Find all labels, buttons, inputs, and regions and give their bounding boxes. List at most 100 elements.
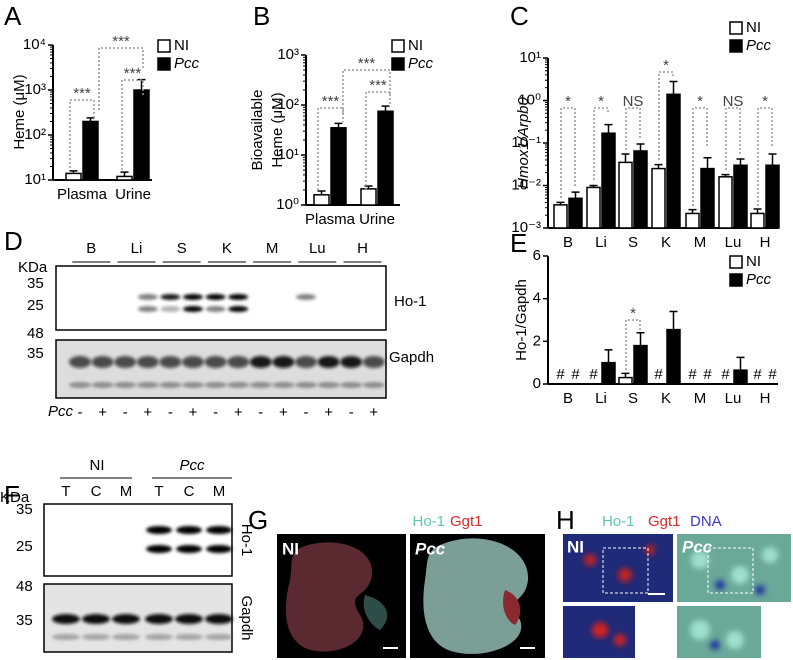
x-tick-label: K bbox=[661, 390, 671, 407]
band bbox=[82, 614, 110, 624]
significance-bracket bbox=[365, 91, 391, 190]
band bbox=[227, 356, 250, 368]
band bbox=[112, 614, 140, 624]
lane-label: M bbox=[213, 483, 226, 500]
band bbox=[272, 382, 295, 388]
bar bbox=[651, 167, 666, 229]
lane-label: K bbox=[222, 240, 232, 257]
target-label: Gapdh bbox=[389, 349, 434, 366]
value-label: # bbox=[688, 366, 697, 383]
band bbox=[114, 356, 137, 368]
legend-label: Pcc bbox=[746, 37, 772, 54]
target-label: Ho-1 bbox=[394, 293, 427, 310]
bar bbox=[666, 93, 681, 229]
significance-label: * bbox=[762, 93, 768, 110]
x-tick-label: B bbox=[563, 390, 573, 407]
band bbox=[82, 634, 110, 640]
axis-title: Bioavailable bbox=[249, 90, 266, 171]
marker-label: 35 bbox=[16, 612, 33, 629]
lane-label: S bbox=[177, 240, 187, 257]
marker-label: 35 bbox=[16, 501, 33, 518]
x-tick-label: Plasma bbox=[305, 211, 356, 228]
significance-label: * bbox=[663, 57, 669, 74]
significance-bracket bbox=[317, 107, 344, 190]
significance-bracket bbox=[692, 107, 708, 206]
error-bar bbox=[636, 332, 645, 346]
tissue bbox=[423, 538, 529, 654]
x-tick-label: M bbox=[694, 390, 707, 407]
sign-label: - bbox=[78, 404, 83, 421]
error-bar bbox=[669, 310, 678, 330]
value-label: # bbox=[589, 366, 598, 383]
error-bar bbox=[621, 153, 630, 163]
band bbox=[159, 382, 182, 388]
band bbox=[249, 382, 272, 388]
x-tick-label: Urine bbox=[359, 211, 395, 228]
condition-label: Pcc bbox=[48, 403, 74, 420]
band bbox=[52, 634, 80, 640]
bar bbox=[601, 361, 616, 385]
lane-label: M bbox=[266, 240, 279, 257]
bar bbox=[700, 167, 715, 229]
lane-label: T bbox=[154, 483, 163, 500]
sign-label: + bbox=[279, 404, 288, 421]
value-label: # bbox=[703, 366, 712, 383]
marker-label: 48 bbox=[16, 578, 33, 595]
band bbox=[296, 294, 316, 300]
significance-label: NS bbox=[623, 93, 644, 110]
bar bbox=[765, 164, 780, 229]
marker-label: 25 bbox=[27, 297, 44, 314]
bar bbox=[733, 369, 748, 385]
x-tick-label: S bbox=[628, 390, 638, 407]
value-label: # bbox=[556, 366, 565, 383]
x-tick-label: S bbox=[628, 234, 638, 251]
x-tick-label: Li bbox=[595, 390, 607, 407]
micrograph bbox=[563, 534, 673, 602]
significance-label: *** bbox=[112, 33, 130, 50]
band bbox=[205, 306, 226, 312]
significance-bracket bbox=[342, 69, 391, 113]
band bbox=[137, 306, 158, 312]
x-tick-label: Lu bbox=[725, 234, 742, 251]
panel-letter: C bbox=[510, 1, 529, 31]
band bbox=[206, 526, 232, 534]
panel-letter: B bbox=[253, 1, 270, 31]
blot-frame bbox=[55, 339, 387, 399]
x-tick-label: K bbox=[661, 234, 671, 251]
bar bbox=[377, 110, 394, 206]
value-label: # bbox=[721, 366, 730, 383]
axis-title: Hmox1/Arpb0 bbox=[515, 96, 532, 188]
band bbox=[204, 356, 227, 368]
lane-label: T bbox=[61, 483, 70, 500]
band bbox=[91, 356, 114, 368]
sign-label: - bbox=[123, 404, 128, 421]
marker-label: 35 bbox=[27, 345, 44, 362]
band bbox=[340, 356, 363, 368]
panel-letter: D bbox=[4, 226, 23, 256]
panel-letter: E bbox=[510, 228, 527, 258]
axis-title: Heme (μM) bbox=[11, 74, 28, 149]
error-bar bbox=[604, 349, 613, 363]
error-bar bbox=[768, 153, 777, 166]
x-tick-label: Lu bbox=[725, 390, 742, 407]
y-tick-label: 10⁻³ bbox=[511, 219, 541, 236]
bar bbox=[116, 175, 133, 181]
bar bbox=[618, 161, 633, 229]
significance-bracket bbox=[725, 107, 741, 170]
error-bar bbox=[604, 123, 613, 134]
legend-label: NI bbox=[746, 253, 761, 270]
x-tick-label: Urine bbox=[115, 186, 151, 203]
bar bbox=[633, 344, 648, 385]
band bbox=[146, 526, 172, 534]
significance-label: * bbox=[598, 93, 604, 110]
bar bbox=[330, 127, 347, 206]
sign-label: + bbox=[324, 404, 333, 421]
band bbox=[160, 294, 181, 300]
y-tick-label: 10² bbox=[277, 96, 299, 113]
band bbox=[362, 356, 385, 368]
bar bbox=[666, 328, 681, 385]
significance-label: * bbox=[565, 93, 571, 110]
